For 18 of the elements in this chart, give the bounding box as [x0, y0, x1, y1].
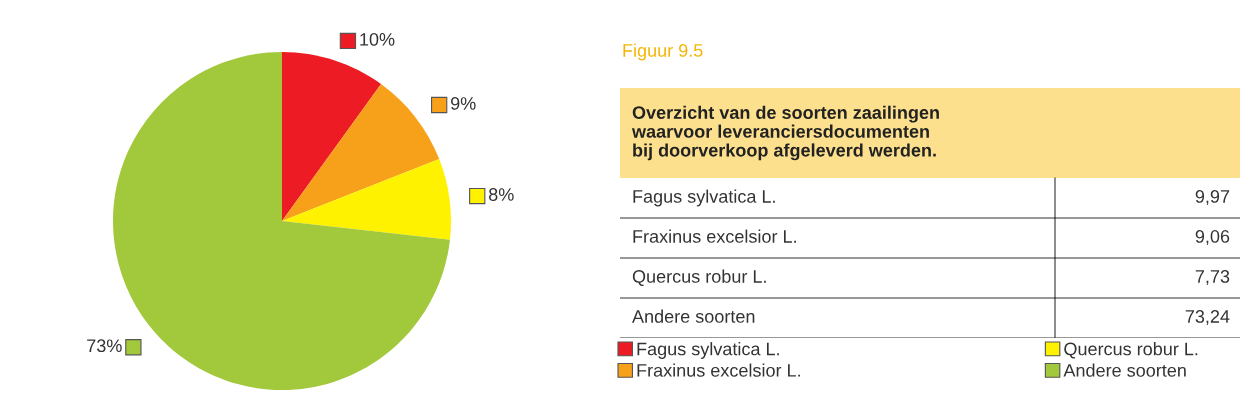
text: Overzicht van de soorten zaailingen waarvoor leveranciersdocumenten bij doorverkoop afgeleverd werden.: [631, 105, 939, 161]
data-label: 73%: [87, 339, 122, 353]
text: 9,06: [1195, 230, 1230, 245]
legend-label: Fraxinus excelsior L.: [637, 363, 800, 377]
text: 7,73: [1195, 270, 1230, 285]
data-label: 8%: [489, 188, 514, 201]
text: Figuur 9.5: [623, 43, 703, 61]
text: 9,97: [1195, 190, 1230, 205]
category-label: Quercus robur L.: [632, 269, 766, 287]
category-label: Andere soorten: [632, 309, 755, 323]
text: 73,24: [1185, 310, 1230, 325]
legend-label: Fagus sylvatica L.: [637, 342, 779, 359]
legend-label: Quercus robur L.: [1064, 342, 1198, 359]
legend-label: Andere soorten: [1063, 363, 1186, 377]
data-label: 9%: [451, 97, 476, 110]
data-label: 10%: [360, 32, 395, 46]
category-label: Fraxinus excelsior L.: [633, 229, 796, 243]
category-label: Fagus sylvatica L.: [633, 189, 775, 207]
